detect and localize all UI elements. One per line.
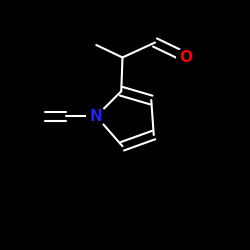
Circle shape bbox=[87, 107, 106, 126]
Circle shape bbox=[177, 48, 196, 67]
Text: N: N bbox=[90, 109, 103, 124]
Text: O: O bbox=[180, 50, 193, 65]
